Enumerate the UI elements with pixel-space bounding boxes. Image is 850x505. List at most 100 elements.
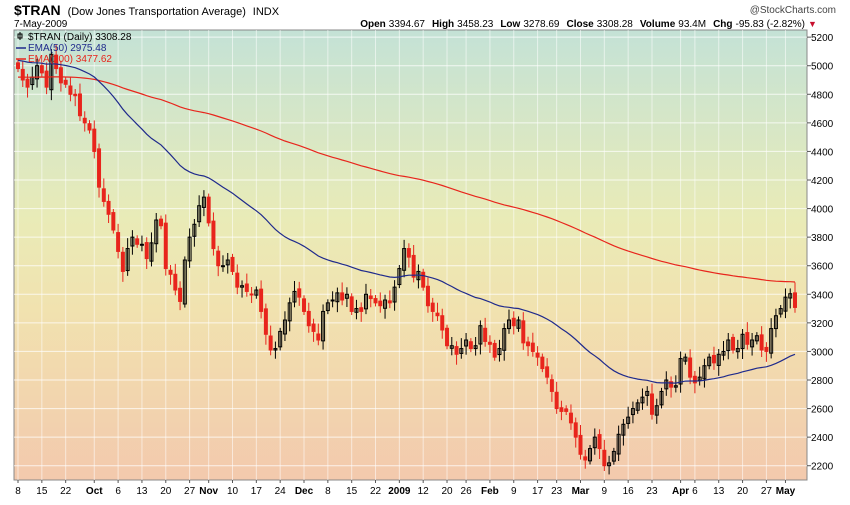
candle (201, 190, 206, 217)
x-tick-label: 6 (692, 486, 698, 497)
x-tick-label: 17 (532, 486, 544, 497)
candle (635, 399, 640, 414)
candle (192, 219, 197, 247)
candle (430, 297, 435, 322)
quote-high-label: High (432, 19, 454, 30)
candle (716, 349, 721, 376)
legend-candle-body (17, 33, 23, 39)
quote-chg-value: -95.83 (-2.82%) (736, 19, 805, 30)
candle (44, 62, 49, 95)
x-tick-label: 22 (60, 486, 72, 497)
y-tick-label: 4800 (811, 90, 834, 101)
x-tick-label: 8 (15, 486, 21, 497)
candle (82, 111, 87, 132)
candle (497, 339, 502, 362)
candle (359, 302, 364, 322)
y-tick-label: 3000 (811, 347, 834, 358)
candle (464, 333, 469, 355)
change-down-icon: ▼ (808, 19, 817, 29)
y-tick-label: 3600 (811, 262, 834, 273)
candle (721, 341, 726, 361)
x-tick-label: 27 (761, 486, 773, 497)
candle (783, 288, 788, 319)
candle (287, 297, 292, 332)
y-tick-label: 4400 (811, 147, 834, 158)
quote-low-label: Low (500, 19, 520, 30)
x-tick-label: 22 (370, 486, 382, 497)
candle (411, 245, 416, 283)
x-tick-label: 6 (115, 486, 121, 497)
x-tick-label: 12 (418, 486, 430, 497)
x-tick-label: Mar (572, 486, 590, 497)
candle (392, 280, 397, 311)
candle (125, 238, 130, 276)
candle (492, 339, 497, 361)
y-tick-label: 5200 (811, 33, 834, 44)
candle (173, 263, 178, 296)
candle (20, 60, 25, 87)
candle (578, 425, 583, 460)
candle (711, 346, 716, 370)
candle (154, 213, 159, 253)
candle (268, 325, 273, 356)
candle (459, 338, 464, 359)
x-tick-label: Dec (295, 486, 314, 497)
candle (349, 293, 354, 315)
candle (163, 214, 168, 276)
candle (306, 302, 311, 333)
candle (588, 445, 593, 465)
candle (659, 387, 664, 409)
candle (39, 62, 44, 77)
y-tick-label: 2200 (811, 462, 834, 473)
quote-low-value: 3278.69 (523, 19, 560, 30)
y-tick-label: 3200 (811, 319, 834, 330)
candle (249, 287, 254, 303)
candle (702, 358, 707, 388)
candle (673, 375, 678, 393)
candle (321, 304, 326, 350)
candle (554, 381, 559, 414)
candle (669, 376, 674, 398)
candle (511, 311, 516, 335)
x-tick-label: 26 (461, 486, 473, 497)
candle (449, 337, 454, 356)
candle (487, 335, 492, 353)
candle (187, 228, 192, 268)
grid (14, 30, 807, 480)
quote-close-label: Close (566, 19, 594, 30)
candle (240, 280, 245, 298)
candle (135, 235, 140, 248)
candle (144, 237, 149, 269)
candle (645, 386, 650, 406)
candle (259, 280, 264, 319)
candle (435, 302, 440, 321)
candle (325, 299, 330, 315)
candle (87, 120, 92, 134)
candle (678, 351, 683, 393)
candle (168, 265, 173, 285)
candle (421, 268, 426, 291)
quote-open-value: 3394.67 (389, 19, 426, 30)
chart-title: $TRAN (Dow Jones Transportation Average)… (14, 2, 280, 18)
candle (97, 143, 102, 198)
candle (159, 215, 164, 230)
candle (402, 239, 407, 278)
symbol: $TRAN (14, 2, 61, 18)
candle (602, 439, 607, 471)
candle (773, 308, 778, 338)
x-tick-label: 27 (184, 486, 196, 497)
candle (58, 60, 63, 92)
y-tick-label: 4000 (811, 205, 834, 216)
quote-volume-label: Volume (640, 19, 676, 30)
candle (616, 425, 621, 461)
y-tick-label: 4600 (811, 119, 834, 130)
candle (373, 295, 378, 307)
candle (454, 341, 459, 365)
candle (568, 404, 573, 430)
candle (335, 287, 340, 313)
candle (387, 290, 392, 309)
legend-label: EMA(200) 3477.62 (28, 54, 112, 65)
candle (521, 312, 526, 350)
candle (750, 333, 755, 356)
